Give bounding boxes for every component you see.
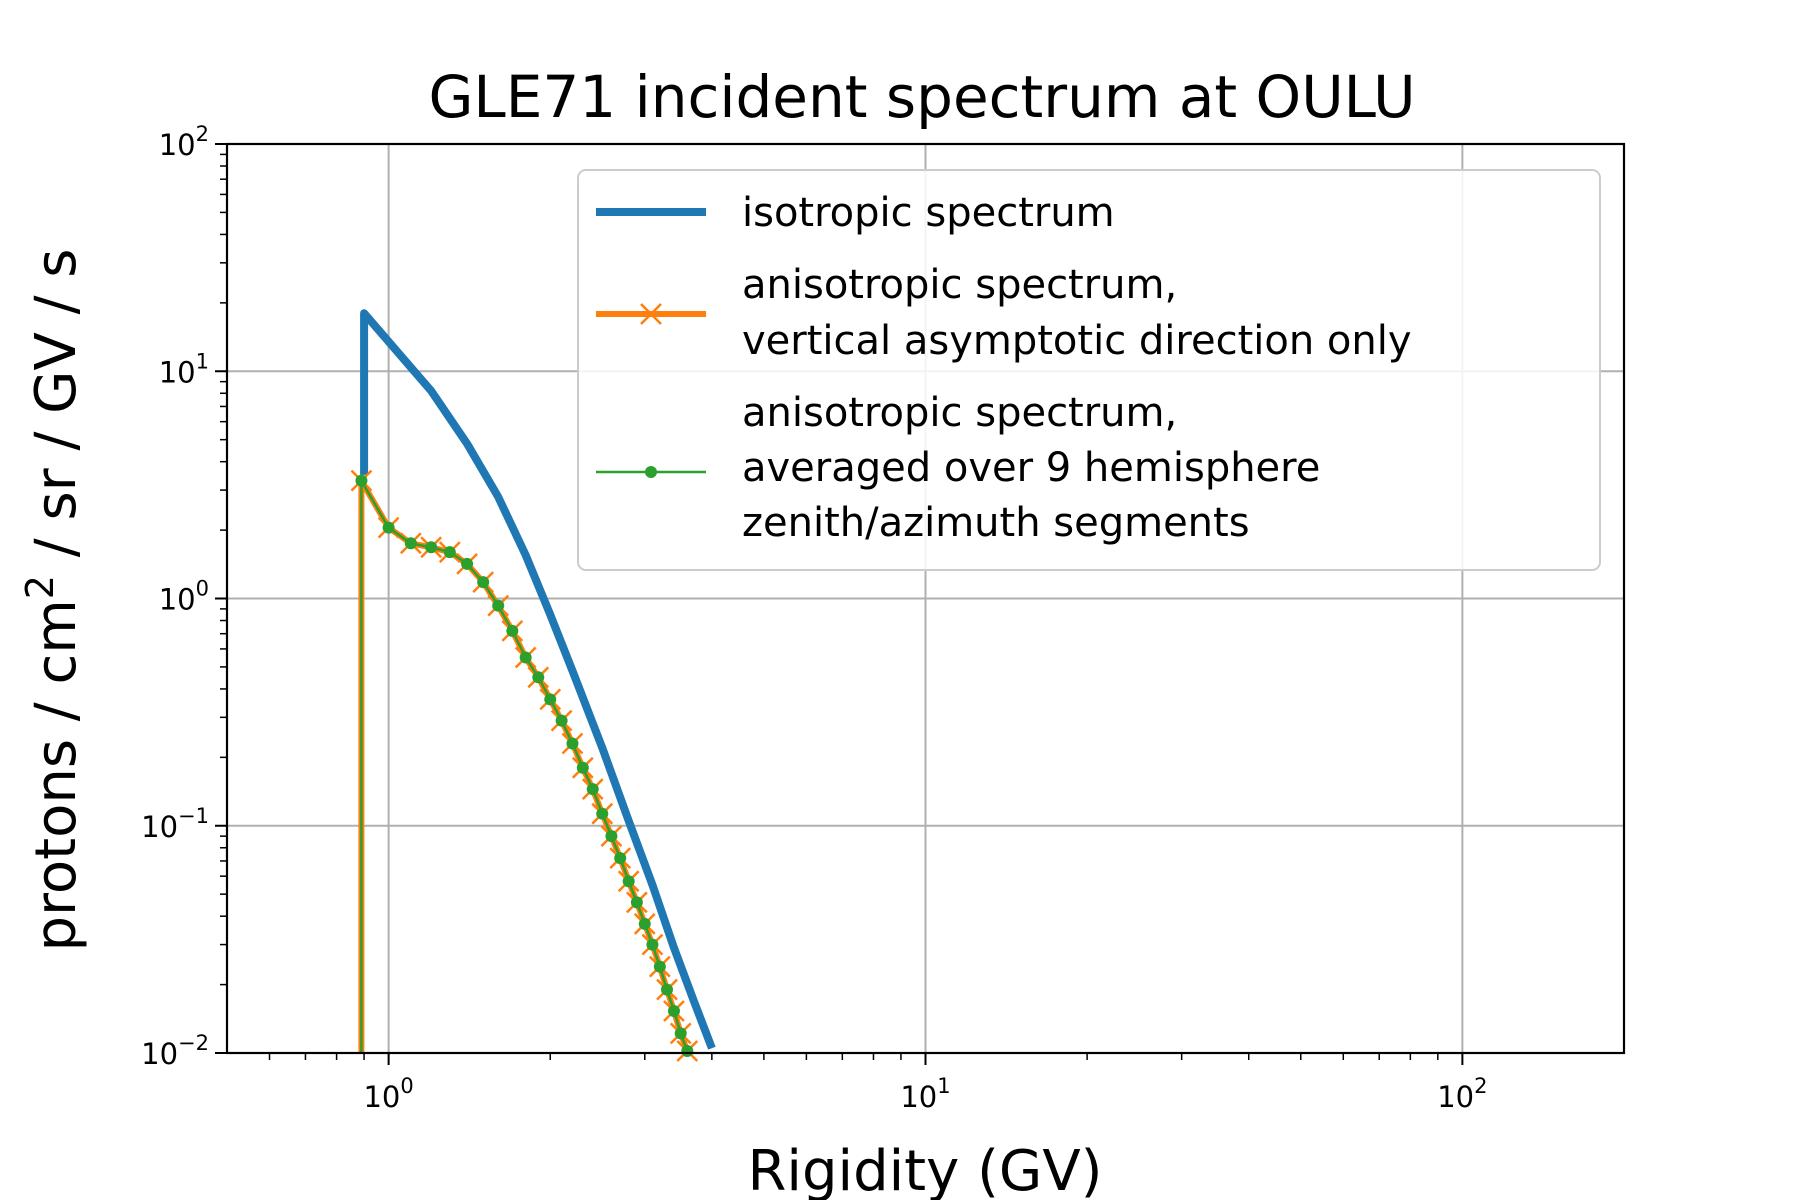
x-axis-label: Rigidity (GV) bbox=[748, 1139, 1103, 1200]
data-point bbox=[630, 896, 643, 909]
data-point bbox=[425, 541, 438, 554]
data-point bbox=[461, 557, 474, 570]
y-tick-label: 101 bbox=[159, 349, 209, 389]
data-point bbox=[382, 521, 395, 534]
y-tick-label: 10−2 bbox=[141, 1031, 209, 1071]
axis-ticks: 100 101 102 10−2 10−1 100 101 102 bbox=[141, 122, 1487, 1114]
chart-title: GLE71 incident spectrum at OULU bbox=[428, 63, 1415, 131]
data-point bbox=[355, 474, 368, 487]
data-point bbox=[674, 1027, 687, 1040]
data-point bbox=[544, 693, 557, 706]
legend-box bbox=[577, 169, 1601, 571]
series-3 bbox=[355, 474, 694, 1058]
legend-label: anisotropic spectrum, bbox=[742, 390, 1177, 436]
data-point bbox=[667, 1005, 680, 1018]
data-point bbox=[477, 576, 490, 589]
y-tick-label: 10−1 bbox=[141, 804, 209, 844]
data-point bbox=[492, 599, 505, 612]
x-tick-label: 102 bbox=[1437, 1074, 1487, 1114]
data-point bbox=[660, 983, 673, 996]
data-point bbox=[586, 783, 599, 796]
data-point bbox=[532, 671, 545, 684]
minor-ticks bbox=[220, 153, 1439, 1060]
y-tick-label: 100 bbox=[159, 577, 209, 617]
data-point bbox=[555, 714, 568, 727]
x-tick-label: 100 bbox=[363, 1074, 413, 1114]
x-tick-label: 101 bbox=[900, 1074, 950, 1114]
series-line bbox=[360, 309, 716, 1050]
data-point bbox=[638, 917, 651, 930]
data-point bbox=[646, 938, 659, 951]
legend: isotropic spectrum anisotropic spectrum, v… bbox=[577, 169, 1601, 571]
data-point bbox=[596, 807, 609, 820]
data-point bbox=[653, 960, 666, 973]
legend-label: isotropic spectrum bbox=[742, 190, 1115, 236]
data-point bbox=[404, 537, 417, 550]
legend-label: zenith/azimuth segments bbox=[742, 500, 1250, 546]
data-point bbox=[443, 546, 456, 559]
legend-label: vertical asymptotic direction only bbox=[742, 318, 1412, 364]
series-layer bbox=[350, 309, 716, 1062]
data-point bbox=[614, 852, 627, 865]
legend-marker bbox=[645, 466, 657, 478]
data-point bbox=[506, 624, 519, 637]
y-tick-label: 102 bbox=[159, 122, 209, 162]
legend-label: anisotropic spectrum, bbox=[742, 262, 1177, 308]
legend-marker bbox=[640, 303, 662, 325]
y-axis-label: protons / cm2 / sr / GV / s bbox=[18, 249, 89, 952]
legend-label: averaged over 9 hemisphere bbox=[742, 445, 1320, 491]
data-point bbox=[681, 1045, 694, 1058]
data-point bbox=[519, 651, 532, 664]
data-point bbox=[566, 737, 579, 750]
series-1 bbox=[360, 309, 716, 1050]
data-point bbox=[622, 875, 635, 888]
data-point bbox=[576, 761, 589, 774]
data-point bbox=[605, 830, 618, 843]
